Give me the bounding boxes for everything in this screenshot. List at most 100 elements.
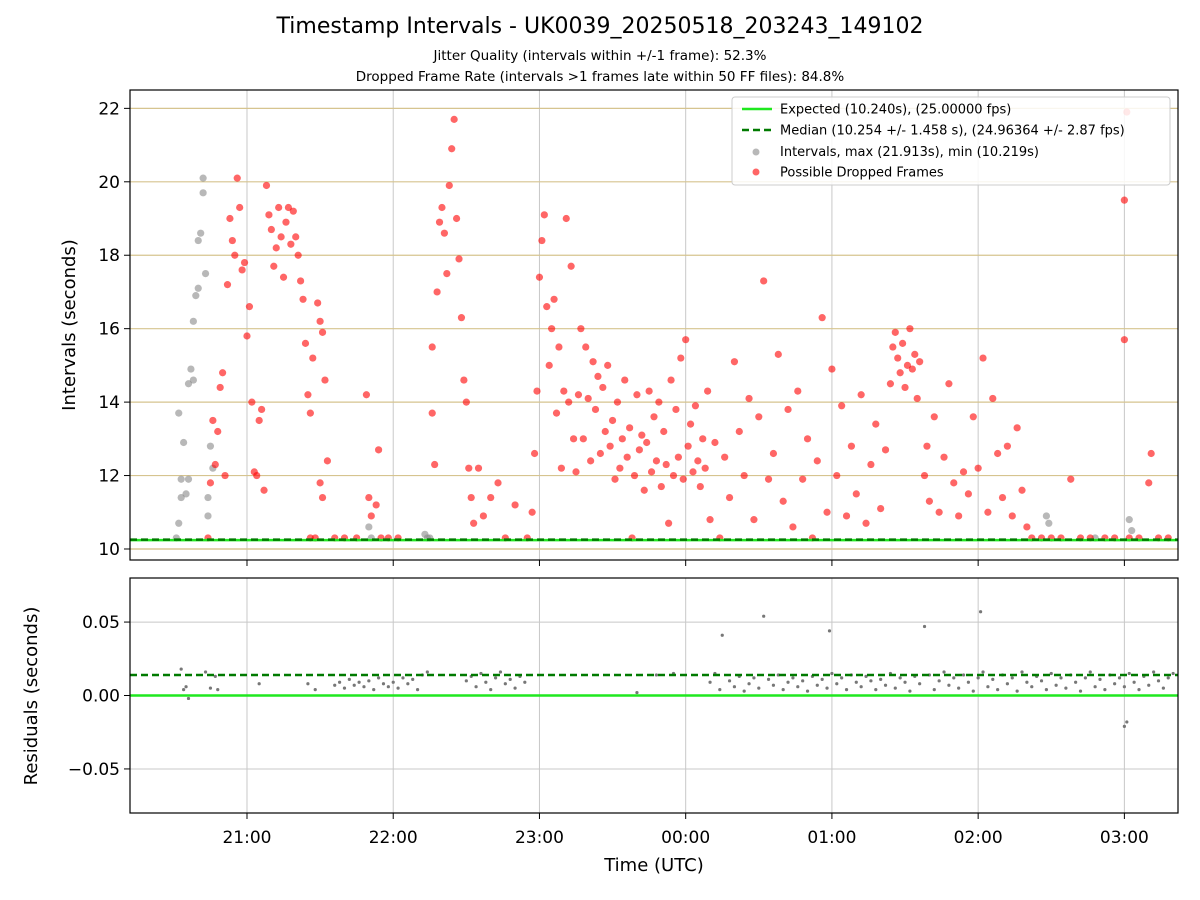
- dropped-frame-point: [760, 277, 768, 285]
- dropped-frame-point: [847, 442, 856, 450]
- dropped-frame-point: [689, 468, 697, 476]
- dropped-frame-point: [433, 288, 441, 296]
- residual-point: [1127, 671, 1131, 676]
- dropped-frame-point: [764, 475, 773, 483]
- dropped-frame-point: [623, 453, 631, 461]
- residual-y-tick-label: 0.05: [82, 613, 120, 633]
- x-tick-label: 03:00: [1100, 828, 1149, 848]
- dropped-frame-point: [565, 398, 573, 406]
- dropped-frame-point: [696, 482, 704, 491]
- dropped-frame-point: [582, 343, 590, 351]
- dropped-frame-point: [530, 449, 539, 458]
- dropped-frame-point: [891, 328, 899, 336]
- dropped-frame-point: [974, 464, 982, 472]
- interval-point: [187, 365, 195, 373]
- residual-y-tick-label: 0.00: [82, 687, 120, 707]
- dropped-frame-point: [1003, 442, 1011, 450]
- dropped-frame-point: [440, 229, 448, 237]
- residual-point: [1147, 683, 1151, 687]
- dropped-frame-point: [930, 413, 938, 421]
- dropped-frame-point: [945, 380, 953, 388]
- residual-point: [635, 690, 639, 695]
- dropped-frame-point: [621, 376, 629, 384]
- dropped-frame-point: [543, 303, 551, 311]
- residual-point: [1049, 671, 1053, 676]
- dropped-frame-point: [606, 442, 614, 450]
- dropped-frame-point: [730, 358, 739, 366]
- residual-point: [208, 686, 213, 690]
- residual-point: [425, 670, 429, 674]
- residual-point: [508, 677, 512, 681]
- residual-point: [708, 680, 712, 684]
- residual-point: [908, 689, 912, 693]
- dropped-frame-point: [1018, 486, 1026, 494]
- dropped-frame-point: [857, 391, 865, 399]
- residual-point: [1093, 685, 1097, 689]
- residual-point: [825, 686, 829, 690]
- dropped-frame-point: [955, 512, 963, 520]
- dropped-frame-point: [540, 211, 548, 219]
- dropped-frame-point: [626, 424, 634, 432]
- residual-point: [957, 686, 961, 690]
- residual-point: [179, 667, 183, 671]
- residual-point: [961, 673, 966, 677]
- dropped-frame-point: [813, 457, 821, 465]
- top-y-tick-label: 18: [98, 246, 120, 266]
- dropped-frame-point: [838, 402, 846, 410]
- dropped-frame-point: [657, 482, 665, 491]
- dropped-frame-point: [872, 420, 880, 428]
- interval-point: [1128, 527, 1136, 535]
- top-y-tick-label: 16: [98, 320, 120, 340]
- dropped-frame-point: [321, 376, 329, 384]
- interval-point: [206, 442, 215, 450]
- dropped-frame-point: [562, 214, 570, 223]
- dropped-frame-point: [704, 387, 712, 395]
- dropped-frame-point: [591, 405, 600, 414]
- dropped-frame-point: [725, 493, 734, 502]
- residual-point: [333, 683, 337, 687]
- dropped-frame-point: [852, 490, 860, 498]
- dropped-frame-point: [908, 365, 916, 373]
- residual-point: [498, 670, 503, 674]
- dropped-frame-point: [323, 457, 332, 465]
- dropped-frame-point: [833, 471, 841, 480]
- residual-points: [179, 610, 1175, 728]
- x-tick-label: 01:00: [807, 828, 856, 848]
- dropped-frame-point: [579, 435, 587, 443]
- residual-point: [1059, 676, 1063, 680]
- dropped-frame-point: [511, 501, 519, 509]
- dropped-frame-point: [711, 438, 719, 447]
- dropped-frame-point: [799, 475, 807, 483]
- interval-point: [1042, 512, 1050, 520]
- dropped-frame-point: [219, 369, 227, 377]
- dropped-frame-point: [1013, 424, 1021, 432]
- residual-point: [1020, 670, 1024, 674]
- dropped-frame-point: [669, 471, 678, 480]
- dropped-frame-point: [267, 225, 275, 234]
- residual-point: [791, 676, 795, 680]
- dropped-frame-point: [769, 449, 778, 458]
- residual-point: [338, 680, 342, 684]
- residual-point: [1152, 670, 1156, 674]
- dropped-frame-point: [428, 343, 436, 351]
- dropped-frame-point: [445, 181, 453, 190]
- dropped-frame-point: [287, 240, 295, 248]
- dropped-frame-point: [959, 468, 968, 476]
- residual-point: [484, 680, 488, 684]
- residual-point: [489, 688, 493, 692]
- dropped-frame-point: [686, 420, 695, 428]
- dropped-frame-point: [238, 266, 246, 274]
- dropped-frame-point: [655, 398, 663, 406]
- residual-point: [718, 688, 722, 692]
- residual-point: [503, 682, 507, 686]
- dropped-frame-point: [443, 269, 451, 278]
- residual-point: [1015, 689, 1019, 693]
- residual-point: [401, 676, 405, 680]
- dropped-frame-point: [650, 413, 658, 421]
- residual-point: [859, 685, 863, 689]
- top-y-tick-label: 22: [98, 99, 120, 119]
- residual-point: [1025, 680, 1029, 684]
- dropped-frame-point: [467, 493, 475, 502]
- interval-point: [189, 317, 197, 325]
